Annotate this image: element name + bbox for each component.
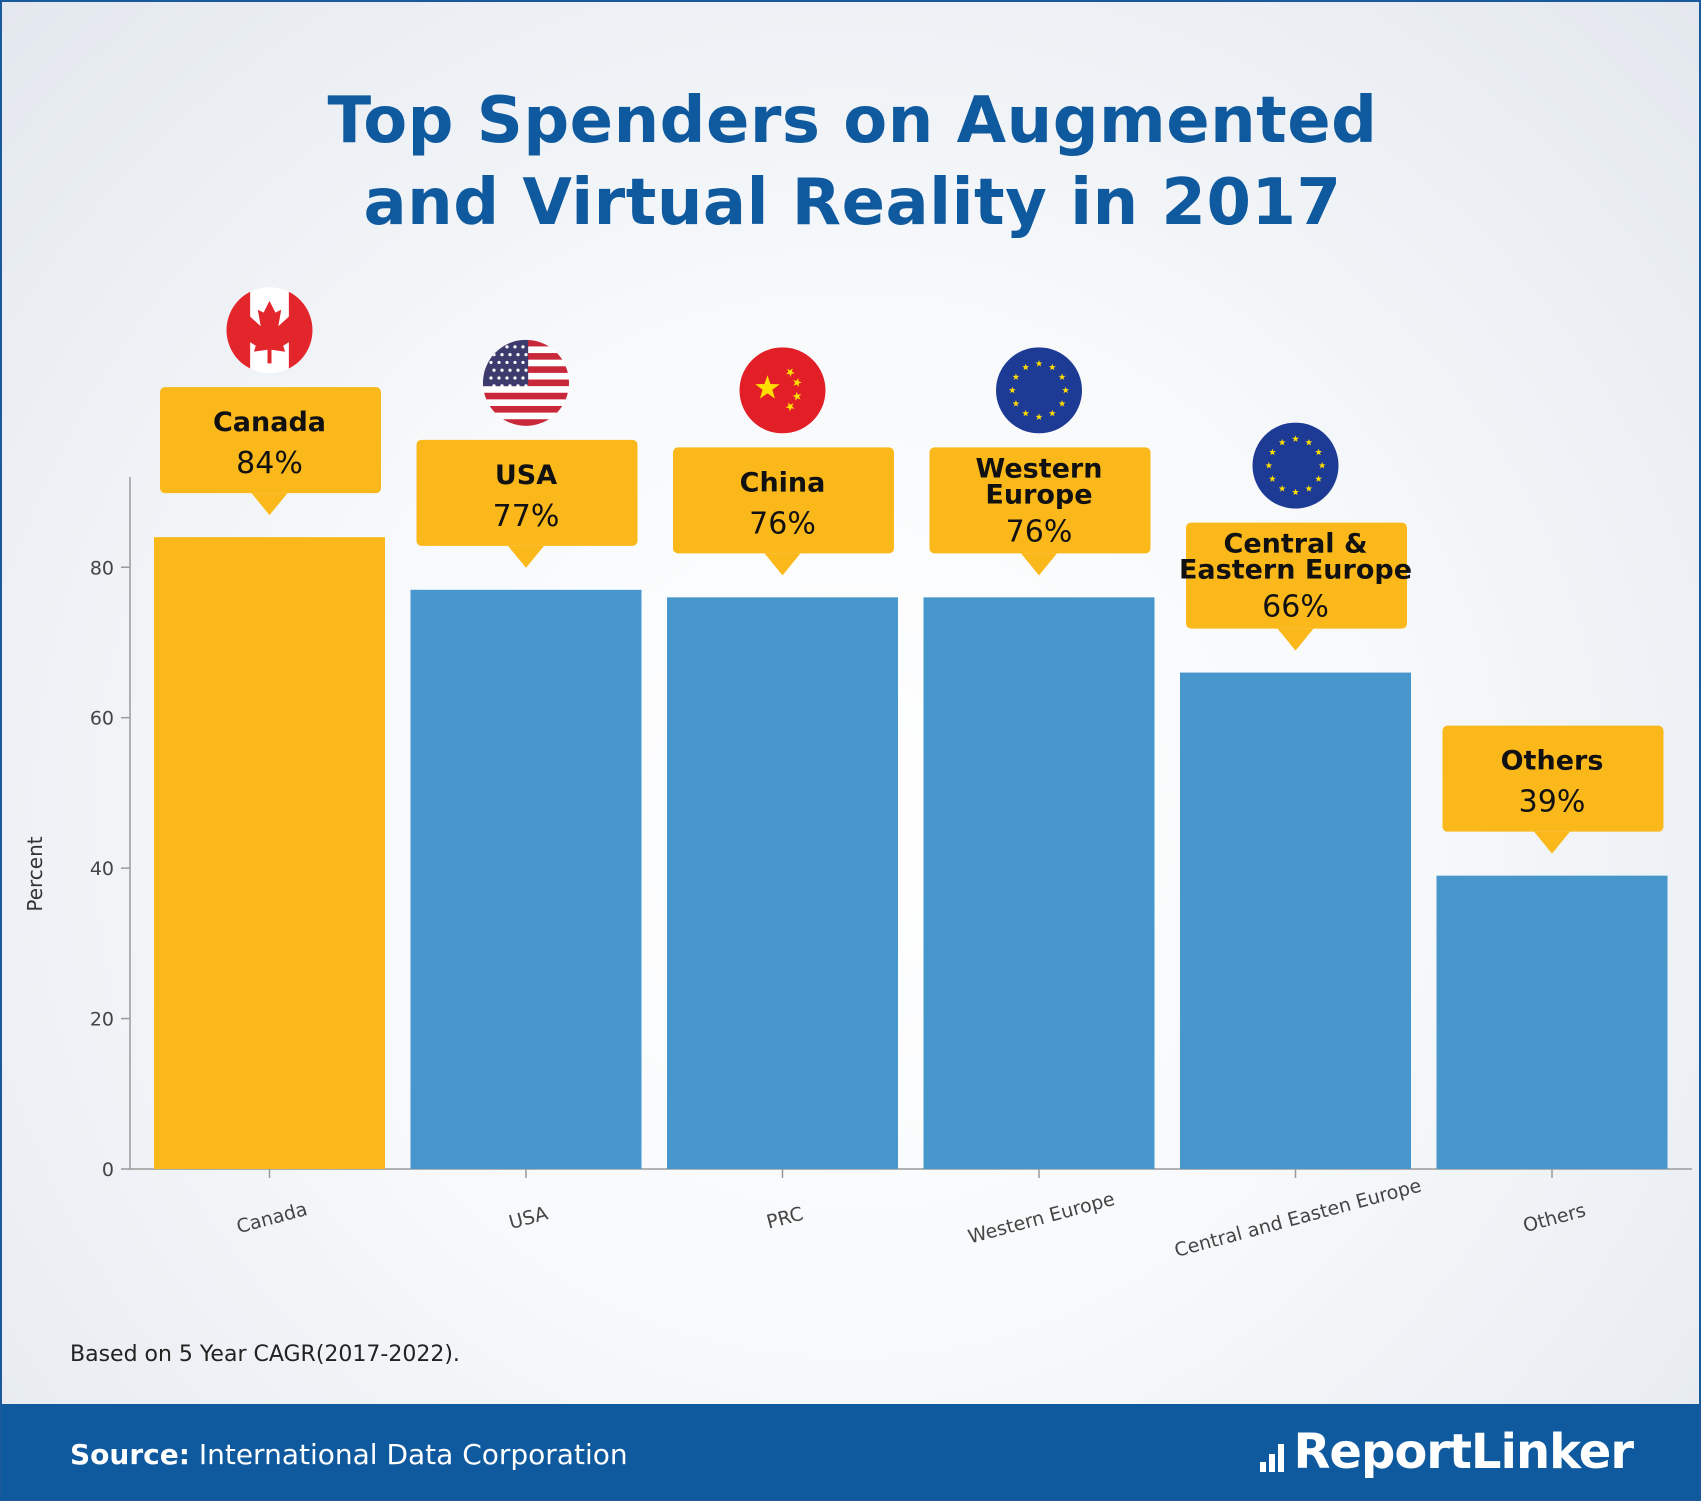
x-tick-label: Canada — [234, 1198, 310, 1238]
x-tick-label: USA — [507, 1202, 551, 1233]
y-tick-label: 20 — [90, 1009, 114, 1031]
x-tick-label: Others — [1521, 1199, 1588, 1237]
eu-flag-icon — [1252, 422, 1339, 509]
source-text: Source: International Data Corporation — [70, 1438, 628, 1471]
callout-name: Others — [1501, 746, 1604, 777]
callout-value: 77% — [493, 499, 560, 534]
x-tick-label: PRC — [764, 1203, 805, 1234]
source-label: Source: — [70, 1438, 190, 1471]
source-value: International Data Corporation — [189, 1438, 628, 1471]
bar-prc — [667, 597, 898, 1169]
y-tick-label: 40 — [90, 858, 114, 880]
callout-box — [1442, 725, 1664, 832]
eu-flag-icon — [996, 347, 1082, 434]
chart-title: Top Spenders on Augmented and Virtual Re… — [2, 80, 1699, 244]
callout-name: Western Europe — [976, 453, 1103, 510]
logo-text: ReportLinker — [1293, 1424, 1634, 1480]
y-tick-label: 60 — [90, 708, 114, 730]
callout-box — [160, 387, 381, 494]
y-tick-label: 0 — [102, 1159, 114, 1181]
bar-usa — [410, 589, 642, 1169]
callout-value: 66% — [1262, 590, 1329, 625]
title-line-2: and Virtual Reality in 2017 — [363, 166, 1342, 240]
logo-bars-icon — [1260, 1432, 1287, 1480]
china-flag-icon — [739, 347, 826, 434]
y-tick-label: 80 — [90, 557, 114, 579]
x-tick-label: Western Europe — [966, 1188, 1117, 1248]
bar-central-and-easten-europe — [1180, 672, 1411, 1169]
usa-flag-icon — [483, 339, 569, 426]
footer-bar: Source: International Data Corporation R… — [2, 1404, 1699, 1499]
callout-box — [673, 447, 894, 554]
y-axis-label: Percent — [23, 836, 47, 911]
bar-canada — [154, 537, 385, 1169]
callout-pointer — [764, 553, 801, 576]
callout-name: Canada — [213, 407, 326, 438]
callout-pointer — [1277, 628, 1314, 651]
reportlinker-logo: ReportLinker — [1260, 1424, 1634, 1480]
callout-name: USA — [495, 460, 557, 491]
callout-pointer — [1021, 553, 1057, 576]
callout-value: 76% — [749, 506, 816, 541]
callout-value: 39% — [1519, 785, 1586, 820]
callout-pointer — [251, 493, 288, 516]
callout-pointer — [508, 545, 544, 568]
callout-box — [1186, 522, 1407, 629]
canada-flag-icon — [226, 287, 313, 374]
x-tick-label: Central and Easten Europe — [1172, 1175, 1424, 1262]
bar-others — [1436, 875, 1668, 1169]
callout-box — [416, 439, 638, 546]
callout-value: 76% — [1006, 514, 1073, 549]
callout-value: 84% — [236, 446, 303, 481]
title-line-1: Top Spenders on Augmented — [327, 84, 1378, 158]
callout-name: China — [740, 467, 826, 498]
callout-pointer — [1534, 831, 1570, 854]
callout-box — [929, 447, 1151, 554]
callout-name: Central & Eastern Europe — [1179, 529, 1412, 586]
bar-chart: 0 20 40 60 80 Percent Canada Canada 84% USA USA 77%… — [23, 287, 1692, 1262]
footnote: Based on 5 Year CAGR(2017-2022). — [70, 1342, 460, 1367]
bar-western-europe — [923, 597, 1155, 1169]
